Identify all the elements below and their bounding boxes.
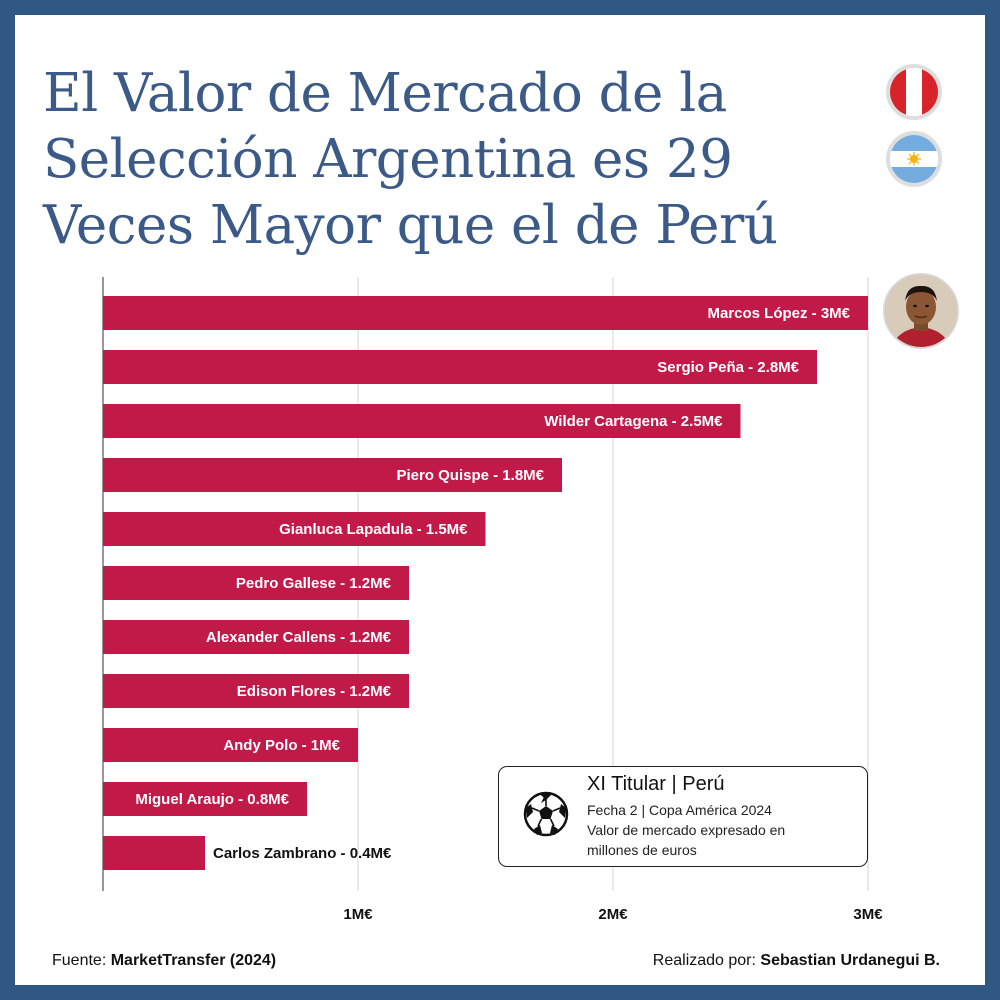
bar <box>103 404 741 438</box>
bar-label: Miguel Araujo - 0.8M€ <box>135 791 289 808</box>
bar-label: Marcos López - 3M€ <box>707 305 850 322</box>
page-title: El Valor de Mercado de la Selección Arge… <box>43 63 778 256</box>
infobox-note-line-2: millones de euros <box>587 842 697 858</box>
infographic-card: El Valor de Mercado de la Selección Arge… <box>15 15 985 985</box>
footer-credit-value: Sebastian Urdanegui B. <box>760 952 940 969</box>
footer-credit-label: Realizado por: <box>652 952 756 969</box>
bar-chart: Marcos López - 3M€ Sergio Peña - 2.8M€ Wil… <box>102 277 883 923</box>
x-tick-label: 3M€ <box>853 906 883 923</box>
bar <box>103 512 486 546</box>
bar <box>103 566 409 600</box>
infobox-note-line-1: Valor de mercado expresado en <box>587 822 786 838</box>
footer-credit: Realizado por: Sebastian Urdanegui B. <box>653 952 940 970</box>
soccer-ball-icon <box>523 791 569 837</box>
bar-label: Gianluca Lapadula - 1.5M€ <box>279 521 468 538</box>
bar <box>103 782 307 816</box>
footer-source: Fuente: MarketTransfer (2024) <box>52 952 276 970</box>
legend-infobox: XI Titular | Perú Fecha 2 | Copa América… <box>498 766 868 867</box>
bar-label: Edison Flores - 1.2M€ <box>237 683 392 700</box>
bar-label: Pedro Gallese - 1.2M€ <box>236 575 392 592</box>
bar-label: Carlos Zambrano - 0.4M€ <box>213 845 392 862</box>
x-tick-label: 1M€ <box>343 906 373 923</box>
bar-label: Sergio Peña - 2.8M€ <box>657 359 799 376</box>
bar-label: Wilder Cartagena - 2.5M€ <box>544 413 723 430</box>
footer-source-label: Fuente: <box>52 952 107 969</box>
bar <box>103 728 358 762</box>
bar <box>103 620 409 654</box>
peru-flag-icon <box>886 64 942 120</box>
footer-source-value: MarketTransfer (2024) <box>110 952 277 969</box>
bar <box>103 458 562 492</box>
argentina-flag-icon <box>886 131 942 187</box>
player-avatar <box>883 273 959 349</box>
x-tick-label: 2M€ <box>598 906 628 923</box>
infobox-subtitle: Fecha 2 | Copa América 2024 <box>587 802 772 818</box>
bar-label: Piero Quispe - 1.8M€ <box>396 467 544 484</box>
bar <box>103 296 868 330</box>
bar-label: Alexander Callens - 1.2M€ <box>206 629 392 646</box>
bar-label: Andy Polo - 1M€ <box>223 737 340 754</box>
infobox-title: XI Titular | Perú <box>587 773 725 795</box>
bar <box>103 674 409 708</box>
bar <box>103 836 205 870</box>
bar <box>103 350 817 384</box>
